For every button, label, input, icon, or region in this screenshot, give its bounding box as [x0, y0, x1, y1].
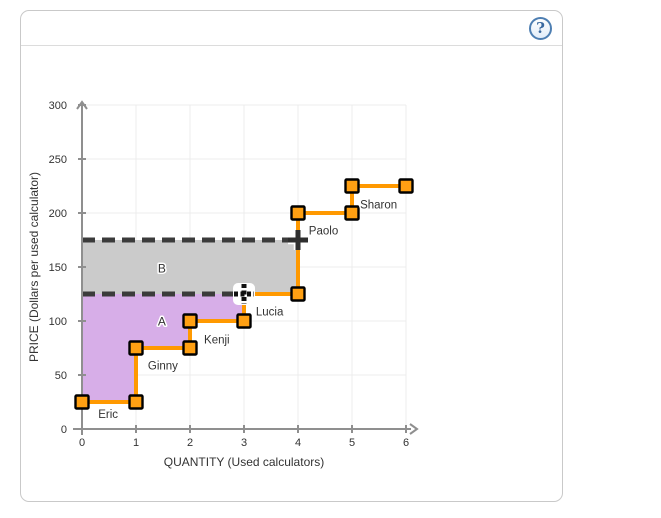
- region-label-B: B: [158, 261, 166, 275]
- y-axis-title: PRICE (Dollars per used calculator): [27, 172, 41, 362]
- region-B-shape: [82, 240, 298, 294]
- y-tick-label: 200: [49, 208, 67, 220]
- x-tick-label: 1: [133, 437, 139, 449]
- region-label-A: A: [158, 314, 166, 328]
- x-tick-label: 2: [187, 437, 193, 449]
- x-tick-label: 5: [349, 437, 355, 449]
- step-marker: [344, 178, 360, 194]
- y-tick-label: 0: [61, 424, 67, 436]
- step-marker: [236, 313, 252, 329]
- x-tick-label: 0: [79, 437, 85, 449]
- step-marker: [290, 205, 306, 221]
- step-label-paolo: Paolo: [309, 226, 338, 238]
- step-label-lucia: Lucia: [256, 307, 284, 319]
- question-card: ? Eric Ginny Kenji Lucia Paolo Sharon B A 0 1 2 3 4 5…: [20, 10, 563, 502]
- x-axis-title: QUANTITY (Used calculators): [164, 455, 324, 469]
- x-tick-label: 6: [403, 437, 409, 449]
- step-label-kenji: Kenji: [204, 335, 230, 347]
- x-axis-arrow-icon: [409, 423, 419, 435]
- step-marker: [398, 178, 414, 194]
- step-marker: [344, 205, 360, 221]
- y-tick-label: 100: [49, 316, 67, 328]
- card-header: ?: [21, 11, 562, 46]
- step-marker: [290, 286, 306, 302]
- y-tick-label: 300: [49, 100, 67, 112]
- step-marker: [182, 313, 198, 329]
- step-marker: [128, 394, 144, 410]
- demand-chart: Eric Ginny Kenji Lucia Paolo Sharon B A 0 1 2 3 4 5 6 0…: [27, 100, 419, 469]
- step-marker: [74, 394, 90, 410]
- help-button[interactable]: ?: [529, 17, 552, 40]
- step-label-ginny: Ginny: [148, 361, 178, 373]
- x-tick-label: 4: [295, 437, 301, 449]
- step-marker: [182, 340, 198, 356]
- step-label-sharon: Sharon: [360, 200, 397, 212]
- x-tick-label: 3: [241, 437, 247, 449]
- step-label-eric: Eric: [98, 409, 118, 421]
- y-axis-arrow-icon: [76, 100, 88, 110]
- y-tick-label: 250: [49, 154, 67, 166]
- y-tick-label: 150: [49, 262, 67, 274]
- y-tick-label: 50: [55, 370, 67, 382]
- step-marker: [128, 340, 144, 356]
